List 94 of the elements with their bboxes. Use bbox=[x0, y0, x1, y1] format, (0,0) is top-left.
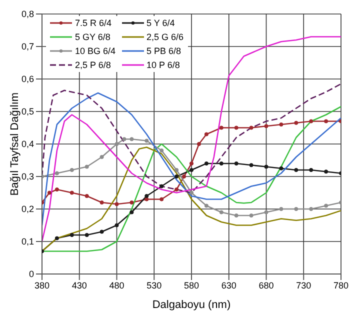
y-tick-label: 0,2 bbox=[21, 204, 34, 214]
point bbox=[144, 197, 149, 202]
line-series bbox=[42, 83, 341, 194]
point bbox=[249, 126, 254, 130]
point bbox=[264, 210, 268, 214]
point bbox=[294, 168, 298, 172]
legend-label: 2,5 G 6/6 bbox=[146, 32, 184, 42]
point bbox=[130, 137, 134, 142]
line-series bbox=[42, 119, 341, 206]
point bbox=[122, 137, 126, 142]
line-series bbox=[42, 137, 341, 218]
point bbox=[234, 126, 238, 130]
point bbox=[249, 213, 254, 218]
x-tick-label: 480 bbox=[109, 280, 124, 290]
line-series bbox=[42, 106, 341, 252]
x-tick-label: 680 bbox=[258, 280, 274, 290]
point bbox=[196, 142, 202, 146]
point bbox=[182, 174, 186, 179]
point bbox=[324, 170, 328, 174]
point bbox=[84, 164, 89, 169]
point bbox=[70, 232, 74, 238]
y-tick-label: 0,7 bbox=[21, 42, 34, 52]
point bbox=[144, 194, 149, 198]
point bbox=[130, 210, 134, 214]
y-tick-label: 0,1 bbox=[21, 236, 34, 247]
point bbox=[47, 190, 52, 195]
legend-label: 5 PB 6/8 bbox=[146, 46, 182, 56]
y-tick-label: 0,4 bbox=[21, 139, 34, 150]
point bbox=[309, 119, 314, 124]
point bbox=[204, 204, 208, 208]
y-axis-title: Bağıl Tayfsal Dağılım bbox=[8, 92, 21, 196]
point bbox=[294, 120, 298, 125]
point bbox=[219, 126, 224, 130]
x-tick-label: 430 bbox=[72, 280, 87, 290]
point bbox=[309, 168, 314, 172]
point bbox=[264, 124, 268, 128]
point bbox=[264, 164, 268, 169]
y-tick-label: 0,3 bbox=[21, 172, 34, 182]
point bbox=[84, 232, 89, 238]
point bbox=[70, 168, 74, 172]
point bbox=[54, 187, 59, 192]
point bbox=[294, 206, 298, 212]
point bbox=[174, 187, 179, 192]
point bbox=[84, 194, 89, 198]
point bbox=[160, 197, 164, 202]
x-tick-label: 630 bbox=[221, 280, 236, 290]
point bbox=[219, 161, 224, 166]
legend-label: 2,5 P 6/8 bbox=[75, 60, 111, 70]
x-tick-label: 780 bbox=[333, 280, 349, 290]
point bbox=[174, 174, 179, 179]
point bbox=[189, 190, 194, 195]
x-tick-label: 730 bbox=[296, 280, 312, 290]
point bbox=[189, 161, 194, 166]
point bbox=[114, 142, 119, 146]
point bbox=[54, 236, 59, 240]
point bbox=[100, 154, 104, 160]
x-tick-label: 580 bbox=[184, 280, 200, 290]
legend-label: 7.5 R 6/4 bbox=[75, 18, 112, 28]
point bbox=[100, 230, 104, 234]
point bbox=[114, 202, 119, 206]
point bbox=[279, 206, 284, 212]
point bbox=[309, 206, 314, 212]
point bbox=[160, 148, 164, 153]
y-tick-label: 0 bbox=[28, 269, 34, 280]
legend-label: 10 P 6/8 bbox=[146, 60, 180, 70]
point bbox=[219, 210, 224, 214]
line-series bbox=[42, 92, 341, 226]
legend-label: 10 BG 6/4 bbox=[75, 46, 116, 56]
x-tick-label: 380 bbox=[34, 280, 50, 290]
x-axis-title: Dalgaboyu (nm) bbox=[152, 299, 231, 311]
point bbox=[204, 132, 208, 136]
legend-label: 5 Y 6/4 bbox=[146, 18, 175, 28]
point bbox=[234, 213, 238, 218]
point bbox=[174, 168, 179, 172]
point bbox=[144, 138, 149, 143]
y-tick-label: 0,6 bbox=[21, 74, 34, 84]
point bbox=[249, 163, 254, 168]
legend-label: 5 GY 6/8 bbox=[75, 32, 110, 42]
point bbox=[234, 161, 238, 166]
point bbox=[70, 190, 74, 195]
point bbox=[279, 166, 284, 170]
y-tick-label: 0,5 bbox=[21, 106, 34, 117]
point bbox=[54, 171, 59, 176]
y-tick-label: 0,8 bbox=[21, 9, 34, 20]
point bbox=[130, 200, 134, 205]
point bbox=[160, 184, 164, 188]
point bbox=[324, 204, 328, 208]
point bbox=[189, 168, 194, 172]
point bbox=[204, 161, 208, 166]
x-tick-label: 530 bbox=[146, 280, 162, 290]
point bbox=[100, 200, 104, 205]
point bbox=[114, 223, 119, 228]
point bbox=[324, 119, 328, 124]
point bbox=[279, 122, 284, 127]
